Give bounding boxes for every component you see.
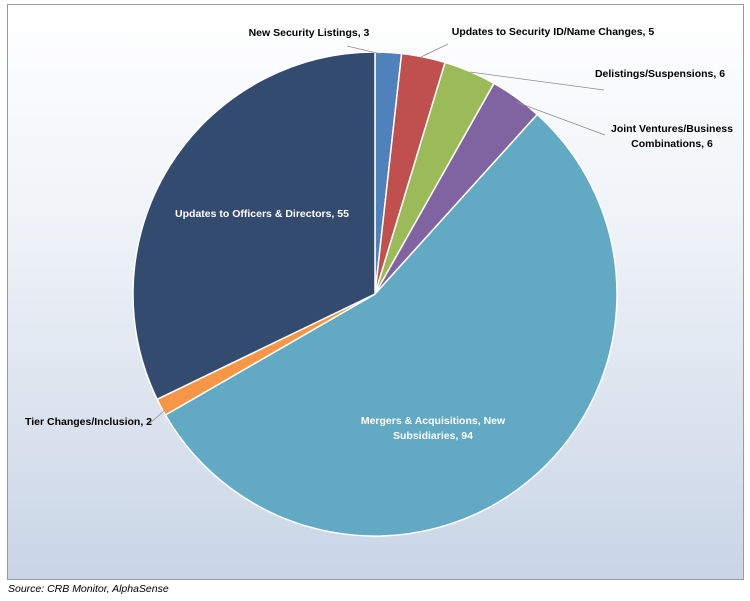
leader-line <box>515 101 606 136</box>
source-note: Source: CRB Monitor, AlphaSense <box>8 583 169 595</box>
pie-chart: New Security Listings, 3 Updates to Secur… <box>25 26 733 537</box>
data-label-line: Mergers & Acquisitions, New <box>361 415 506 427</box>
data-label-line: Subsidiaries, 94 <box>393 430 473 442</box>
leader-line <box>147 409 166 426</box>
data-labels: New Security Listings, 3 Updates to Secur… <box>25 26 733 442</box>
data-label: Updates to Officers & Directors, 55 <box>175 208 349 220</box>
pie-slices <box>132 51 618 537</box>
data-label: New Security Listings, 3 <box>249 27 370 39</box>
leader-lines <box>147 43 606 426</box>
pie-slice-mergers-acquisitions-new-subsidiaries <box>164 113 618 537</box>
leader-line <box>420 43 449 58</box>
data-label: Updates to Security ID/Name Changes, 5 <box>452 26 655 38</box>
data-label-line: Delistings/Suspensions, 6 <box>595 68 725 80</box>
data-label-line: Combinations, 6 <box>631 138 713 150</box>
data-label-line: Updates to Officers & Directors, 55 <box>175 208 349 220</box>
data-label-line: Updates to Security ID/Name Changes, 5 <box>452 26 655 38</box>
leader-line <box>469 71 605 91</box>
data-label-line: Joint Ventures/Business <box>611 123 733 135</box>
pie-chart-area: New Security Listings, 3 Updates to Secur… <box>7 4 744 580</box>
pie-slice-updates-to-officers-directors <box>132 51 376 401</box>
data-label-line: New Security Listings, 3 <box>249 27 370 39</box>
data-label: Tier Changes/Inclusion, 2 <box>25 416 152 428</box>
data-label: Joint Ventures/Business Combinations, 6 <box>611 123 733 150</box>
data-label: Mergers & Acquisitions, New Subsidiaries,… <box>361 415 506 442</box>
data-label-line: Tier Changes/Inclusion, 2 <box>25 416 152 428</box>
data-label: Delistings/Suspensions, 6 <box>595 68 725 80</box>
leader-line <box>346 45 382 55</box>
